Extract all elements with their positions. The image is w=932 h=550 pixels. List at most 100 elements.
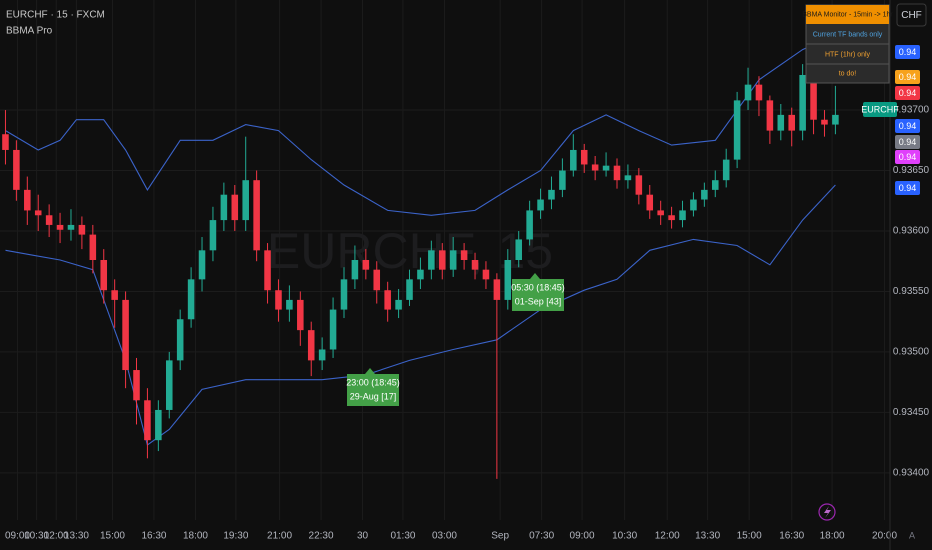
candle-body [580, 149, 588, 165]
currency-label[interactable]: CHF [901, 10, 922, 21]
candle-body [799, 74, 806, 131]
signal-pointer [530, 273, 540, 279]
candle-body [832, 114, 839, 125]
candle-body [286, 299, 293, 310]
candle-body [340, 279, 348, 310]
candle-body [482, 269, 490, 280]
candle-body [766, 100, 774, 131]
bollinger-band [5, 184, 836, 446]
candle-body [821, 119, 828, 125]
candle-body [493, 279, 501, 300]
candle-body [471, 260, 479, 270]
candle-body [504, 260, 512, 300]
signal-text: 29-Aug [17] [350, 391, 397, 401]
x-tick-label: 18:00 [183, 531, 208, 542]
price-badge [895, 135, 920, 149]
alert-icon[interactable] [818, 503, 836, 521]
candle-body [67, 224, 75, 230]
candle-body [264, 250, 271, 291]
x-tick-label: 12:00 [44, 531, 69, 542]
symbol-badge-label: EURCHF [861, 104, 899, 114]
price-badge [895, 150, 920, 164]
candle-body [351, 260, 359, 280]
candle-body [318, 349, 326, 361]
signal-text: 05:30 (18:45) [511, 282, 565, 292]
candle-body [428, 250, 435, 270]
candle-body [362, 260, 370, 270]
signal-label: 05:30 (18:45) 01-Sep [43] [511, 273, 565, 311]
candle-body [406, 279, 413, 300]
y-tick-label: 0.93450 [893, 407, 930, 418]
axes: 0.93400 0.93450 0.93500 0.93550 0.93600 0.936… [5, 105, 930, 542]
indicator-name: BBMA Pro [6, 26, 53, 37]
monitor-row: to do! [839, 70, 857, 77]
price-badge-label: 0.94 [899, 47, 917, 57]
candle-body [100, 260, 108, 291]
candle-body [537, 199, 544, 211]
candle-body [712, 180, 719, 190]
x-tick-label: 09:00 [570, 531, 595, 542]
alert-bolt[interactable] [824, 506, 831, 518]
x-tick-label: 21:00 [267, 531, 292, 542]
price-badge-label: 0.94 [899, 183, 917, 193]
currency-button[interactable] [896, 3, 927, 27]
monitor-title: BBMA Monitor - 15min -> 1hr [802, 11, 893, 18]
x-tick-label: 16:30 [779, 531, 804, 542]
candle-body [307, 330, 315, 361]
x-tick-label: 18:00 [820, 531, 845, 542]
x-tick-label: 07:30 [529, 531, 554, 542]
candle-body [744, 84, 752, 101]
signal-text: 23:00 (18:45) [346, 377, 400, 387]
candle-body [56, 224, 64, 230]
y-tick-label: 0.93600 [893, 226, 930, 237]
candle-body [13, 149, 20, 190]
candle-body [460, 250, 468, 260]
x-tick-label: 19:30 [223, 531, 248, 542]
candle-body [209, 220, 217, 251]
candle-body [45, 215, 53, 225]
price-badge [895, 119, 920, 133]
x-tick-label: 15:00 [100, 531, 125, 542]
candle-body [438, 250, 446, 270]
candle-body [187, 279, 195, 320]
candle-body [89, 234, 97, 260]
price-badge [895, 45, 920, 59]
candle-body [384, 290, 391, 310]
candle-body [602, 165, 610, 171]
x-tick-label: 03:00 [432, 531, 457, 542]
candle-body [165, 360, 173, 410]
candle-body [24, 189, 31, 211]
grid [0, 0, 890, 520]
price-badge-label: 0.94 [899, 88, 917, 98]
price-badge [895, 70, 920, 84]
candle-body [78, 224, 86, 235]
candle-body [329, 309, 337, 350]
y-tick-label: 0.93500 [893, 347, 930, 358]
candle-body [133, 370, 140, 401]
signal-box [347, 374, 399, 406]
signal-label: 23:00 (18:45) 29-Aug [17] [346, 368, 400, 406]
candle-body [810, 74, 817, 120]
candle-body [624, 175, 632, 181]
candle-body [155, 409, 162, 441]
price-badge-label: 0.94 [899, 121, 917, 131]
y-tick-label: 0.93400 [893, 467, 930, 478]
candle-body [657, 210, 664, 216]
candle-body [242, 180, 249, 221]
candle-body [755, 84, 763, 101]
candle-body [570, 149, 577, 171]
candle-body [777, 114, 785, 131]
price-badge-label: 0.94 [899, 72, 917, 82]
candle-body [635, 175, 643, 195]
candle-body [297, 299, 304, 331]
candle-body [690, 199, 697, 211]
x-tick-label: 30 [357, 531, 369, 542]
bollinger-band [5, 34, 836, 216]
auto-scale-button[interactable]: A [909, 530, 915, 540]
candle-body [373, 269, 381, 291]
candle-body [733, 100, 741, 160]
x-tick-label: 20:00 [872, 531, 897, 542]
alert-circle[interactable] [818, 503, 836, 521]
